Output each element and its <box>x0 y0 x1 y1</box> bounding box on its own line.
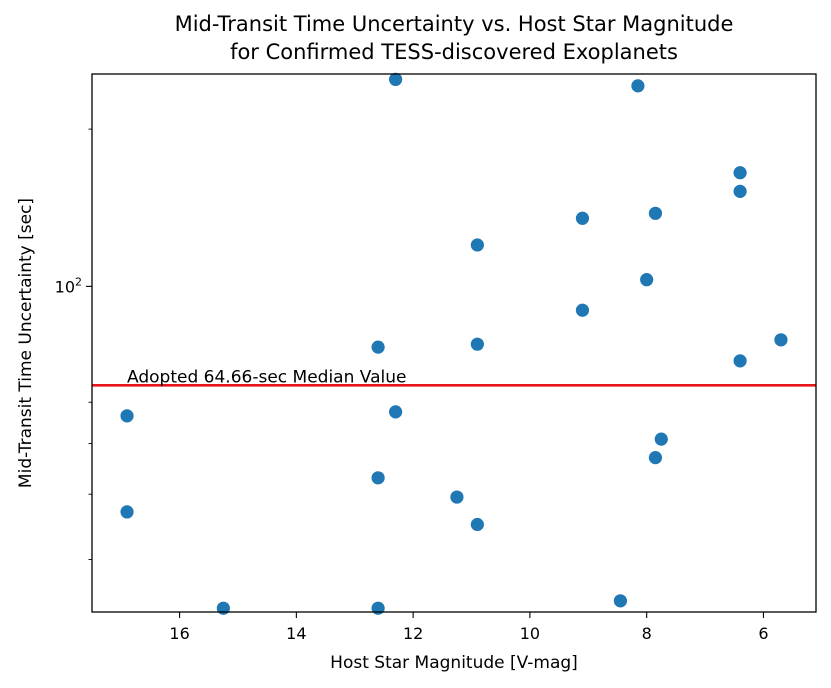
data-point <box>648 451 663 465</box>
data-point <box>613 594 628 608</box>
data-point <box>120 505 134 519</box>
median-line-label: Adopted 64.66-sec Median Value <box>127 367 406 387</box>
x-tick-label: 8 <box>642 624 652 643</box>
data-point <box>631 79 645 93</box>
data-point <box>575 303 590 317</box>
x-tick-label: 14 <box>286 624 306 643</box>
data-point <box>640 273 654 287</box>
x-tick-label: 16 <box>169 624 189 643</box>
chart-title-line-2: for Confirmed TESS-discovered Exoplanets <box>230 40 678 64</box>
data-point <box>733 166 747 180</box>
y-axis-label: Mid-Transit Time Uncertainty [sec] <box>16 198 36 488</box>
data-point <box>216 601 230 615</box>
x-tick-label: 6 <box>758 624 768 643</box>
x-axis-label: Host Star Magnitude [V-mag] <box>330 653 578 673</box>
data-point <box>733 184 747 198</box>
data-point <box>470 238 484 252</box>
data-point <box>371 601 385 615</box>
y-major-tick-label: 102 <box>55 275 82 296</box>
data-point <box>389 405 403 419</box>
data-point <box>470 517 484 532</box>
data-point <box>120 409 134 423</box>
data-point <box>470 337 484 351</box>
data-point <box>450 490 464 504</box>
data-point <box>648 206 663 220</box>
x-tick-label: 10 <box>520 624 540 643</box>
median-reference-line-group: Adopted 64.66-sec Median Value <box>92 367 816 387</box>
data-point <box>654 432 668 446</box>
chart-title-line-1: Mid-Transit Time Uncertainty vs. Host St… <box>175 12 734 36</box>
x-tick-label: 12 <box>403 624 423 643</box>
plot-frame <box>91 73 817 613</box>
data-point <box>575 211 590 225</box>
data-point <box>371 340 385 354</box>
data-point <box>371 471 385 485</box>
data-point <box>733 354 747 368</box>
axis-ticks: 16 14 12 10 8 6 102 <box>55 128 769 643</box>
data-point <box>774 333 788 347</box>
data-points <box>120 72 788 615</box>
data-point <box>389 72 403 87</box>
